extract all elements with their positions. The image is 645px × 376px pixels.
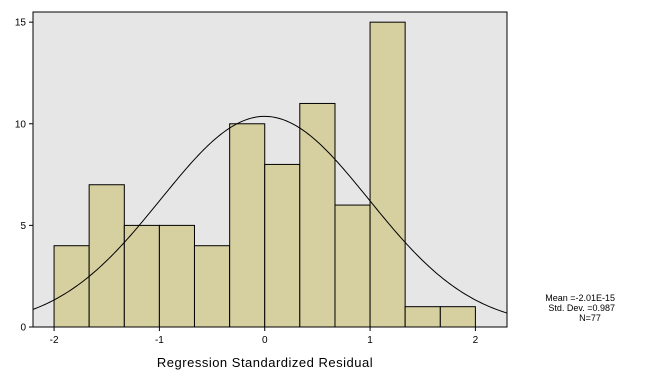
y-tick-label: 15 bbox=[15, 18, 27, 29]
histogram-bar-11 bbox=[439, 306, 476, 328]
x-tick-label: -2 bbox=[50, 335, 59, 346]
normal-curve bbox=[32, 115, 508, 314]
x-tick-label: 0 bbox=[262, 335, 268, 346]
histogram-bar-0 bbox=[53, 245, 90, 328]
stats-mean: Mean =-2.01E-15 bbox=[545, 293, 615, 303]
stats-std-dev: Std. Dev. =0.987 bbox=[548, 303, 615, 313]
histogram-bar-7 bbox=[299, 102, 336, 328]
histogram-bar-5 bbox=[229, 123, 266, 328]
x-tick-label: -1 bbox=[155, 335, 164, 346]
histogram-bar-4 bbox=[193, 245, 231, 328]
y-tick-label: 0 bbox=[20, 323, 26, 334]
x-tick-label: 1 bbox=[367, 335, 373, 346]
histogram-bar-3 bbox=[158, 224, 195, 328]
y-tick-label: 10 bbox=[15, 119, 27, 130]
stats-n: N=77 bbox=[579, 313, 601, 323]
x-tick-label: 2 bbox=[473, 335, 479, 346]
stats-box: Mean =-2.01E-15 Std. Dev. =0.987 N=77 bbox=[545, 293, 615, 323]
histogram-bar-2 bbox=[123, 224, 160, 328]
x-axis: -2 -1 0 1 2 bbox=[50, 327, 479, 346]
histogram-bar-8 bbox=[334, 204, 371, 328]
histogram-bar-1 bbox=[88, 184, 125, 328]
y-tick-label: 5 bbox=[20, 221, 26, 232]
y-axis: 0 5 10 15 bbox=[15, 18, 33, 334]
x-axis-title: Regression Standardized Residual bbox=[157, 355, 373, 370]
histogram-bars bbox=[53, 21, 476, 328]
histogram-bar-6 bbox=[264, 163, 301, 328]
histogram-bar-10 bbox=[404, 306, 441, 328]
histogram-bar-9 bbox=[369, 21, 406, 328]
